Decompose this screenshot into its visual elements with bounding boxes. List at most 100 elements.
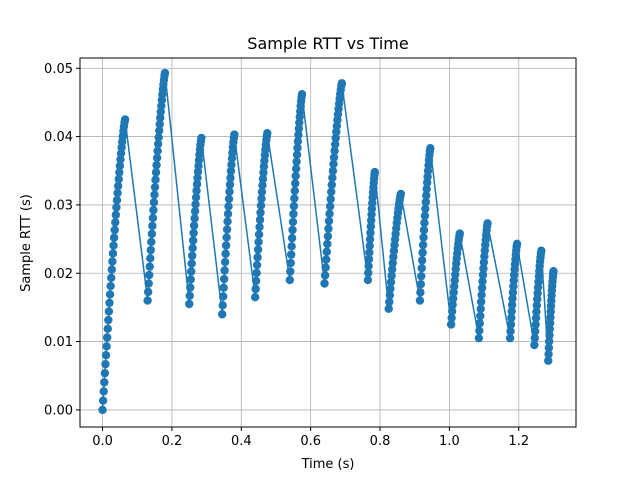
data-point <box>115 161 125 171</box>
data-point <box>120 115 130 124</box>
data-point <box>155 119 164 129</box>
data-point <box>218 310 227 319</box>
data-point <box>102 333 112 342</box>
x-tick-label: 0.2 <box>162 434 183 449</box>
data-point <box>108 257 117 266</box>
data-point <box>149 198 159 207</box>
data-point <box>251 284 260 294</box>
data-point <box>286 267 295 276</box>
data-point <box>366 216 376 225</box>
data-point <box>327 187 336 197</box>
data-point <box>221 249 230 258</box>
data-point <box>100 378 109 387</box>
data-point <box>287 250 296 259</box>
data-point <box>323 232 333 241</box>
data-point <box>152 153 162 163</box>
data-point <box>422 184 431 194</box>
data-point <box>218 301 227 310</box>
data-point <box>197 133 206 143</box>
data-point <box>386 284 395 293</box>
data-point <box>421 197 430 207</box>
data-point <box>293 143 302 153</box>
data-point <box>187 267 196 276</box>
data-point <box>532 301 542 310</box>
data-point <box>507 307 516 316</box>
data-point <box>512 239 522 249</box>
data-point <box>226 173 235 182</box>
x-axis-ticks: 0.0 0.2 0.4 0.6 0.8 1.0 1.2 <box>92 427 529 449</box>
data-point <box>422 178 432 187</box>
data-point <box>365 241 374 251</box>
data-point <box>507 313 516 323</box>
data-point <box>331 133 340 143</box>
data-point <box>187 251 197 260</box>
chart-title: Sample RTT vs Time <box>247 34 408 53</box>
data-point <box>146 245 155 255</box>
data-point <box>108 249 118 258</box>
data-point <box>446 320 456 329</box>
data-point <box>448 300 457 310</box>
data-point <box>291 164 301 173</box>
data-point <box>190 207 200 216</box>
data-point <box>506 320 516 329</box>
data-point <box>325 209 334 218</box>
data-point <box>292 157 301 166</box>
data-point <box>530 327 540 336</box>
data-point <box>387 265 397 274</box>
data-point <box>145 262 154 271</box>
data-point <box>250 292 260 302</box>
data-point <box>365 235 375 244</box>
data-point <box>478 277 487 286</box>
data-point <box>113 188 122 198</box>
data-point <box>384 304 393 313</box>
data-point <box>420 218 429 228</box>
data-point <box>418 240 428 250</box>
data-point <box>226 166 236 176</box>
data-point <box>257 194 266 203</box>
data-point <box>285 275 295 285</box>
data-point <box>109 241 118 250</box>
data-point <box>258 181 267 190</box>
data-point <box>297 90 307 99</box>
data-point <box>537 246 546 255</box>
data-point <box>415 296 425 305</box>
data-point <box>365 248 374 257</box>
data-point <box>256 201 266 210</box>
data-point <box>191 193 201 202</box>
data-point <box>545 331 554 340</box>
data-point <box>223 209 233 219</box>
data-point <box>478 270 488 280</box>
data-point <box>160 68 170 78</box>
data-point <box>150 182 160 192</box>
data-point <box>188 243 197 253</box>
data-point <box>479 258 489 267</box>
data-point <box>147 237 156 247</box>
data-point <box>364 261 373 271</box>
data-point <box>417 264 426 273</box>
data-point <box>107 265 116 274</box>
data-point <box>151 168 161 177</box>
data-point <box>219 274 229 284</box>
data-point <box>385 291 395 300</box>
data-point <box>417 256 427 265</box>
y-tick-label: 0.01 <box>44 335 73 350</box>
data-point <box>289 201 299 211</box>
data-point <box>193 173 202 183</box>
data-point <box>263 128 272 138</box>
data-point <box>225 180 235 189</box>
data-point <box>324 224 333 233</box>
data-point <box>479 264 488 273</box>
data-point <box>531 320 540 329</box>
data-point <box>531 313 541 323</box>
data-point <box>222 225 232 234</box>
data-point <box>290 194 299 203</box>
data-point <box>475 319 484 328</box>
data-point <box>252 268 261 278</box>
data-point <box>255 222 264 232</box>
data-point <box>185 291 194 300</box>
data-point <box>253 253 262 262</box>
data-point <box>104 315 113 325</box>
data-point <box>294 130 303 140</box>
data-point <box>115 168 124 177</box>
data-point <box>507 300 517 310</box>
